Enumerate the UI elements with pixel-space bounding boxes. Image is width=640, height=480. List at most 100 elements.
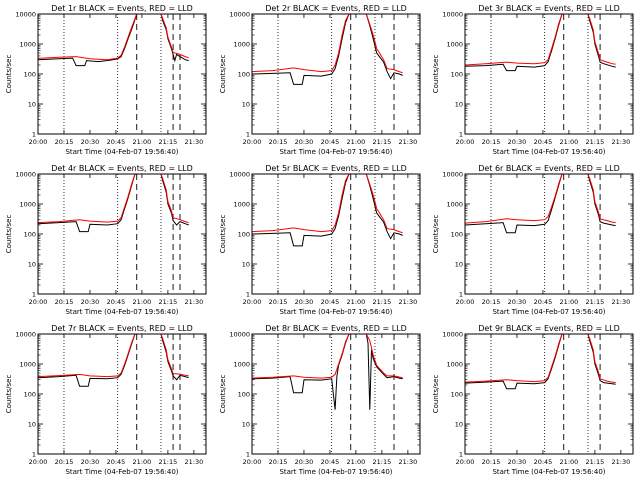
x-tick-label: 20:15 <box>269 458 288 466</box>
y-tick-label: 10000 <box>229 171 250 179</box>
x-tick-label: 21:15 <box>373 458 392 466</box>
events-series-line <box>38 13 189 67</box>
x-tick-label: 20:45 <box>107 138 126 146</box>
x-tick-label: 21:15 <box>159 138 178 146</box>
panel-title: Det 1r BLACK = Events, RED = LLD <box>51 4 193 13</box>
x-tick-label: 20:00 <box>456 458 475 466</box>
x-axis-label: Start Time (04-Feb-07 19:56:40) <box>65 308 178 316</box>
x-tick-label: 21:00 <box>347 138 366 146</box>
y-tick-label: 1 <box>246 451 250 459</box>
x-tick-label: 21:30 <box>399 138 418 146</box>
x-axis-label: Start Time (04-Feb-07 19:56:40) <box>492 308 605 316</box>
x-tick-label: 21:15 <box>159 298 178 306</box>
panel-grid: Det 1r BLACK = Events, RED = LLD Start Ti… <box>5 4 634 476</box>
x-tick-label: 21:30 <box>612 458 631 466</box>
panel-9: Det 9r BLACK = Events, RED = LLD Start Ti… <box>432 324 634 476</box>
lld-series-line <box>38 13 189 61</box>
y-axis-label: Counts/sec <box>219 375 227 414</box>
y-tick-label: 10 <box>242 101 250 109</box>
y-tick-label: 1000 <box>446 201 463 209</box>
x-axis-label: Start Time (04-Feb-07 19:56:40) <box>279 468 392 476</box>
plot-frame <box>464 333 634 455</box>
panel-title: Det 3r BLACK = Events, RED = LLD <box>478 4 620 13</box>
x-tick-label: 20:30 <box>295 138 314 146</box>
x-tick-label: 21:30 <box>399 298 418 306</box>
events-series-line <box>252 173 403 247</box>
y-axis-label: Counts/sec <box>5 215 13 254</box>
x-tick-label: 20:45 <box>107 298 126 306</box>
x-tick-label: 21:30 <box>612 138 631 146</box>
plot-frame <box>251 13 421 135</box>
plot-frame <box>37 173 207 295</box>
x-tick-label: 20:30 <box>508 138 527 146</box>
x-tick-label: 20:15 <box>55 138 74 146</box>
y-tick-label: 10 <box>242 261 250 269</box>
y-tick-label: 100 <box>451 391 463 399</box>
plot-frame <box>37 13 207 135</box>
x-tick-label: 20:00 <box>456 298 475 306</box>
x-tick-label: 21:30 <box>612 298 631 306</box>
panel-1: Det 1r BLACK = Events, RED = LLD Start Ti… <box>5 4 207 156</box>
x-axis-label: Start Time (04-Feb-07 19:56:40) <box>65 468 178 476</box>
y-tick-label: 10000 <box>442 331 463 339</box>
lld-series-line <box>38 173 189 224</box>
x-tick-label: 20:30 <box>295 298 314 306</box>
x-tick-label: 21:30 <box>185 458 204 466</box>
panel-5: Det 5r BLACK = Events, RED = LLD Start Ti… <box>219 164 421 316</box>
y-axis-label: Counts/sec <box>432 215 440 254</box>
y-tick-label: 10000 <box>442 11 463 19</box>
panel-title: Det 4r BLACK = Events, RED = LLD <box>51 164 193 173</box>
panel-6: Det 6r BLACK = Events, RED = LLD Start Ti… <box>432 164 634 316</box>
x-tick-label: 20:15 <box>55 458 74 466</box>
lld-series-line <box>252 173 403 234</box>
x-tick-label: 20:30 <box>81 298 100 306</box>
panel-2: Det 2r BLACK = Events, RED = LLD Start Ti… <box>219 4 421 156</box>
y-tick-label: 10000 <box>15 11 36 19</box>
x-tick-label: 20:30 <box>81 458 100 466</box>
panel-title: Det 7r BLACK = Events, RED = LLD <box>51 324 193 333</box>
y-tick-label: 1000 <box>19 201 36 209</box>
x-axis-label: Start Time (04-Feb-07 19:56:40) <box>279 308 392 316</box>
y-tick-label: 100 <box>24 231 36 239</box>
x-tick-label: 20:00 <box>456 138 475 146</box>
x-axis-label: Start Time (04-Feb-07 19:56:40) <box>65 148 178 156</box>
lld-series-line <box>465 173 616 224</box>
lld-series-line <box>252 13 403 74</box>
x-tick-label: 20:45 <box>321 458 340 466</box>
y-tick-label: 1000 <box>19 41 36 49</box>
y-axis-label: Counts/sec <box>219 215 227 254</box>
lld-series-line <box>465 333 616 384</box>
y-tick-label: 1 <box>246 291 250 299</box>
y-tick-label: 10000 <box>442 171 463 179</box>
y-axis-label: Counts/sec <box>432 55 440 94</box>
y-tick-label: 1 <box>459 131 463 139</box>
y-tick-label: 10 <box>455 421 463 429</box>
x-tick-label: 20:45 <box>321 138 340 146</box>
y-axis-label: Counts/sec <box>219 55 227 94</box>
y-tick-label: 1 <box>32 131 36 139</box>
y-tick-label: 1 <box>459 291 463 299</box>
x-tick-label: 21:00 <box>560 298 579 306</box>
y-tick-label: 100 <box>238 231 250 239</box>
panel-7: Det 7r BLACK = Events, RED = LLD Start Ti… <box>5 324 207 476</box>
y-tick-label: 1 <box>459 451 463 459</box>
x-tick-label: 20:30 <box>295 458 314 466</box>
events-series-line <box>252 13 403 85</box>
x-tick-label: 20:15 <box>269 298 288 306</box>
y-tick-label: 10000 <box>229 11 250 19</box>
x-tick-label: 20:45 <box>107 458 126 466</box>
panel-8: Det 8r BLACK = Events, RED = LLD Start Ti… <box>219 324 421 476</box>
panel-title: Det 9r BLACK = Events, RED = LLD <box>478 324 620 333</box>
x-tick-label: 21:00 <box>133 458 152 466</box>
y-tick-label: 100 <box>24 71 36 79</box>
panel-3: Det 3r BLACK = Events, RED = LLD Start Ti… <box>432 4 634 156</box>
x-tick-label: 20:15 <box>269 138 288 146</box>
lld-series-line <box>38 333 189 378</box>
y-tick-label: 1 <box>246 131 250 139</box>
x-tick-label: 20:30 <box>508 298 527 306</box>
x-tick-label: 20:00 <box>243 138 262 146</box>
x-tick-label: 21:00 <box>347 298 366 306</box>
x-tick-label: 20:00 <box>29 138 48 146</box>
